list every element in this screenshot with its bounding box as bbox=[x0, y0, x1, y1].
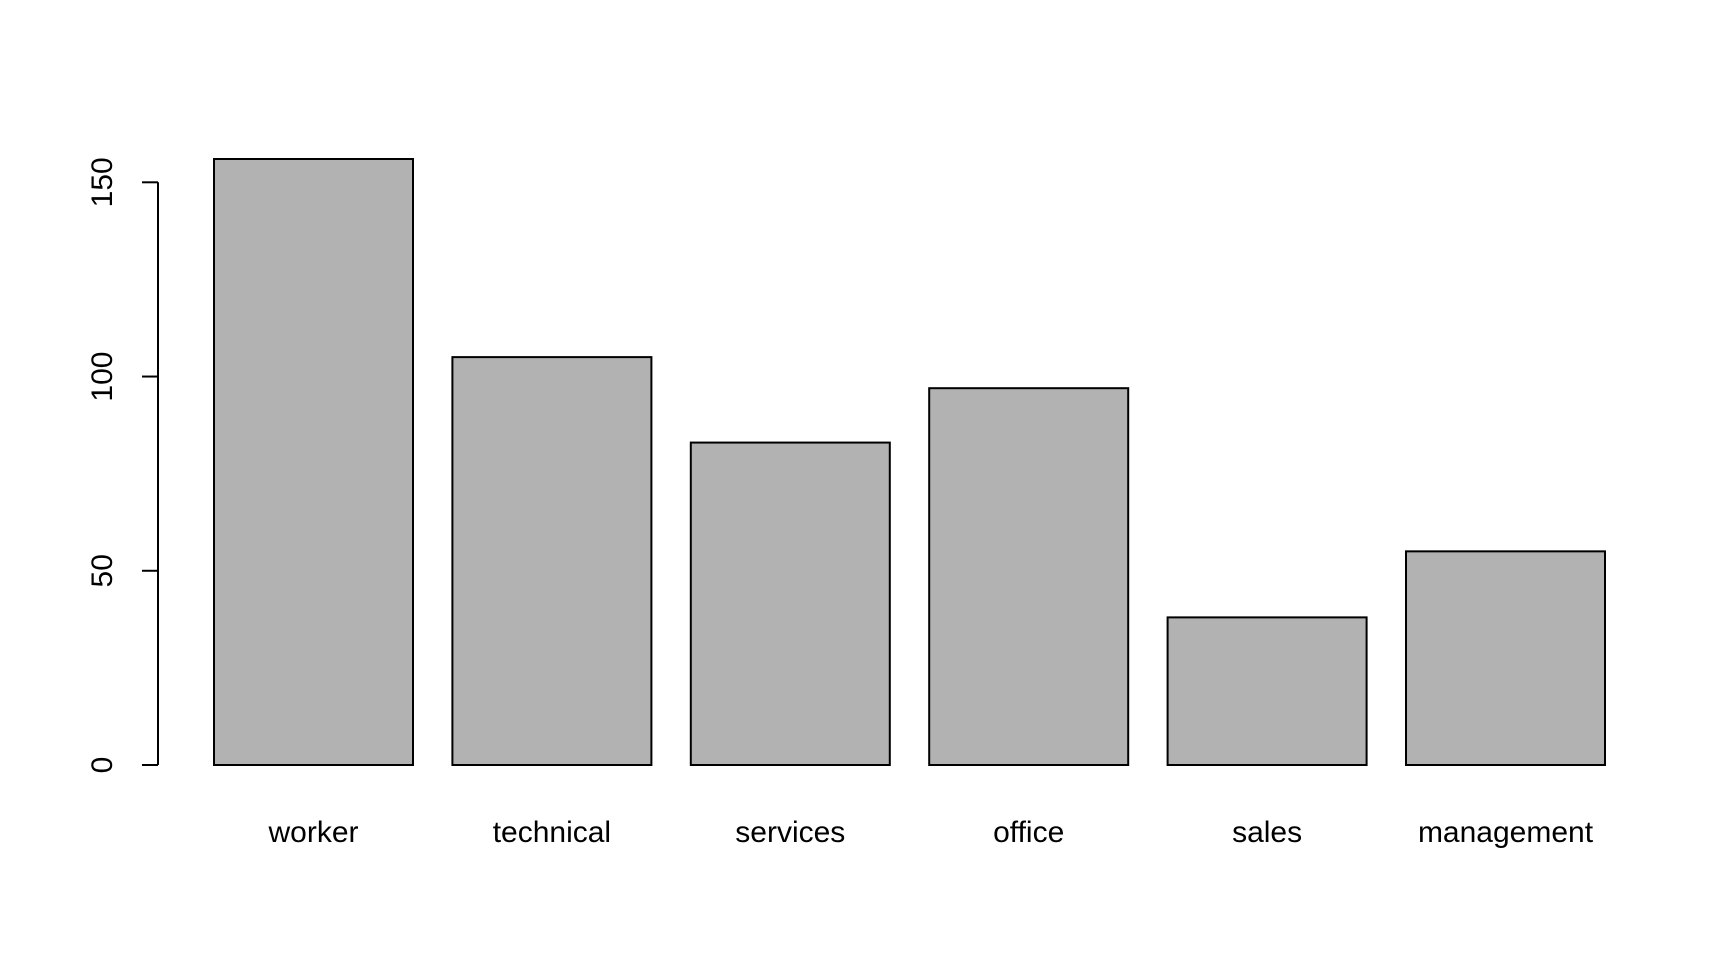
y-tick-label-0: 0 bbox=[86, 757, 119, 774]
bar-technical bbox=[451, 356, 653, 766]
y-axis: 0 50 100 150 bbox=[86, 157, 159, 774]
category-label-technical: technical bbox=[493, 816, 611, 849]
y-tick-label-100: 100 bbox=[86, 352, 119, 402]
category-label-worker: worker bbox=[267, 816, 358, 849]
category-label-office: office bbox=[993, 816, 1064, 849]
bar-sales bbox=[1166, 616, 1368, 767]
y-tick-label-50: 50 bbox=[86, 554, 119, 587]
category-label-services: services bbox=[735, 816, 845, 849]
y-tick-label-150: 150 bbox=[86, 157, 119, 207]
x-axis-labels: worker technical services office sales manage… bbox=[267, 816, 1593, 849]
category-label-sales: sales bbox=[1232, 816, 1302, 849]
category-label-management: management bbox=[1418, 816, 1594, 849]
bar-management bbox=[1405, 550, 1606, 766]
bars-layer bbox=[213, 158, 1606, 767]
bar-office bbox=[928, 387, 1130, 766]
bar-services bbox=[689, 441, 891, 766]
bar-worker bbox=[213, 158, 414, 766]
